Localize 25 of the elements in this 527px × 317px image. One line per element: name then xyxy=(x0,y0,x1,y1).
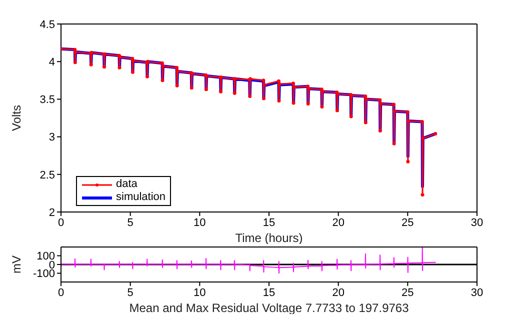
y-tick-label: 3 xyxy=(48,132,55,144)
x-tick-label: 30 xyxy=(470,216,484,229)
x-tick-label: 30 xyxy=(470,286,484,299)
x-tick-label: 10 xyxy=(194,286,206,299)
x-tick-label: 25 xyxy=(402,286,414,299)
y-tick-label: -100 xyxy=(32,268,55,280)
x-tick-label: 25 xyxy=(402,216,414,229)
x-tick-label: 5 xyxy=(127,216,134,229)
y-axis-title: mV xyxy=(9,256,24,274)
x-tick-label: 15 xyxy=(262,216,276,229)
y-tick-label: 2 xyxy=(48,206,55,219)
x-tick-label: 0 xyxy=(58,216,64,229)
x-tick-label: 20 xyxy=(332,286,344,299)
y-tick-label: 2.5 xyxy=(40,169,55,182)
legend-label: simulation xyxy=(116,191,166,204)
x-tick-label: 5 xyxy=(127,286,134,299)
y-axis-title: Volts xyxy=(9,104,24,132)
x-tick-label: 0 xyxy=(58,286,64,299)
x-tick-label: 20 xyxy=(332,216,344,229)
y-tick-label: 4.5 xyxy=(40,18,55,31)
y-tick-label: 4 xyxy=(48,56,55,69)
legend-label: data xyxy=(116,178,138,191)
x-tick-label: 15 xyxy=(262,286,276,299)
y-tick-label: 3.5 xyxy=(40,94,55,106)
x-tick-label: 10 xyxy=(194,216,206,229)
